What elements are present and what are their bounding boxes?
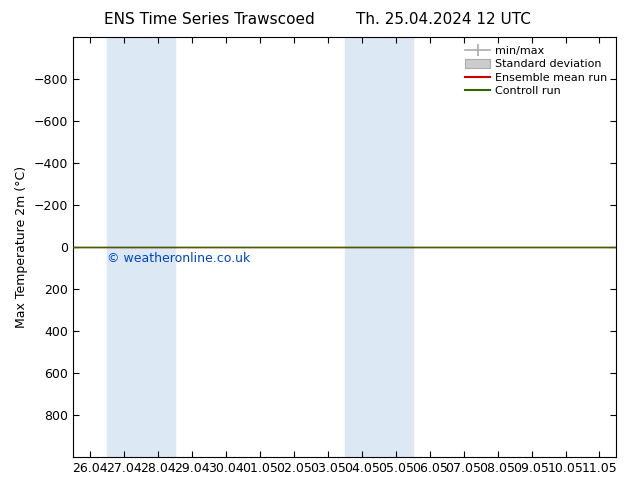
Bar — [107, 37, 175, 457]
Text: ENS Time Series Trawscoed: ENS Time Series Trawscoed — [104, 12, 314, 27]
Text: © weatheronline.co.uk: © weatheronline.co.uk — [107, 252, 250, 266]
Legend: min/max, Standard deviation, Ensemble mean run, Controll run: min/max, Standard deviation, Ensemble me… — [461, 42, 612, 101]
Bar — [345, 37, 413, 457]
Text: Th. 25.04.2024 12 UTC: Th. 25.04.2024 12 UTC — [356, 12, 531, 27]
Y-axis label: Max Temperature 2m (°C): Max Temperature 2m (°C) — [15, 166, 28, 328]
